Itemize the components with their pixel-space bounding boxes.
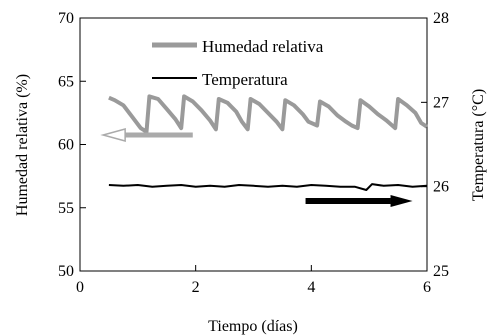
y-left-tick-label: 50 [58, 263, 74, 280]
legend: Humedad relativa Temperatura [152, 37, 324, 89]
annotation-layer [100, 128, 413, 208]
y-right-tick-label: 26 [433, 179, 449, 196]
series-line-humedad [108, 94, 429, 134]
y-left-tick-label: 70 [58, 10, 74, 27]
y-right-tick-label: 25 [433, 263, 449, 280]
right-arrow-head [390, 195, 413, 208]
y-axis-label-left: Humedad relativa (%) [14, 74, 31, 216]
x-tick-label: 4 [307, 279, 315, 296]
y-axis-label-right: Temperatura (°C) [470, 89, 487, 201]
y-left-tick-label: 65 [58, 73, 74, 90]
series-line-temperatura [108, 183, 428, 191]
legend-label-humedad: Humedad relativa [202, 37, 324, 56]
y-right-tick-label: 28 [433, 10, 449, 27]
left-arrow-head [100, 128, 126, 142]
y-right-tick-label: 27 [433, 94, 449, 111]
tick-labels: 0 2 4 6 50 55 60 65 70 25 26 27 28 [58, 10, 449, 296]
series-layer [108, 94, 429, 191]
y-left-tick-label: 60 [58, 137, 74, 154]
y-left-tick-label: 55 [58, 200, 74, 217]
x-axis-label: Tiempo (días) [208, 318, 298, 335]
right-arrow [305, 195, 413, 208]
x-tick-label: 0 [76, 279, 84, 296]
legend-label-temperatura: Temperatura [202, 70, 288, 89]
left-arrow [100, 128, 193, 142]
ticks [79, 17, 428, 272]
x-tick-label: 6 [423, 279, 431, 296]
x-tick-label: 2 [192, 279, 200, 296]
